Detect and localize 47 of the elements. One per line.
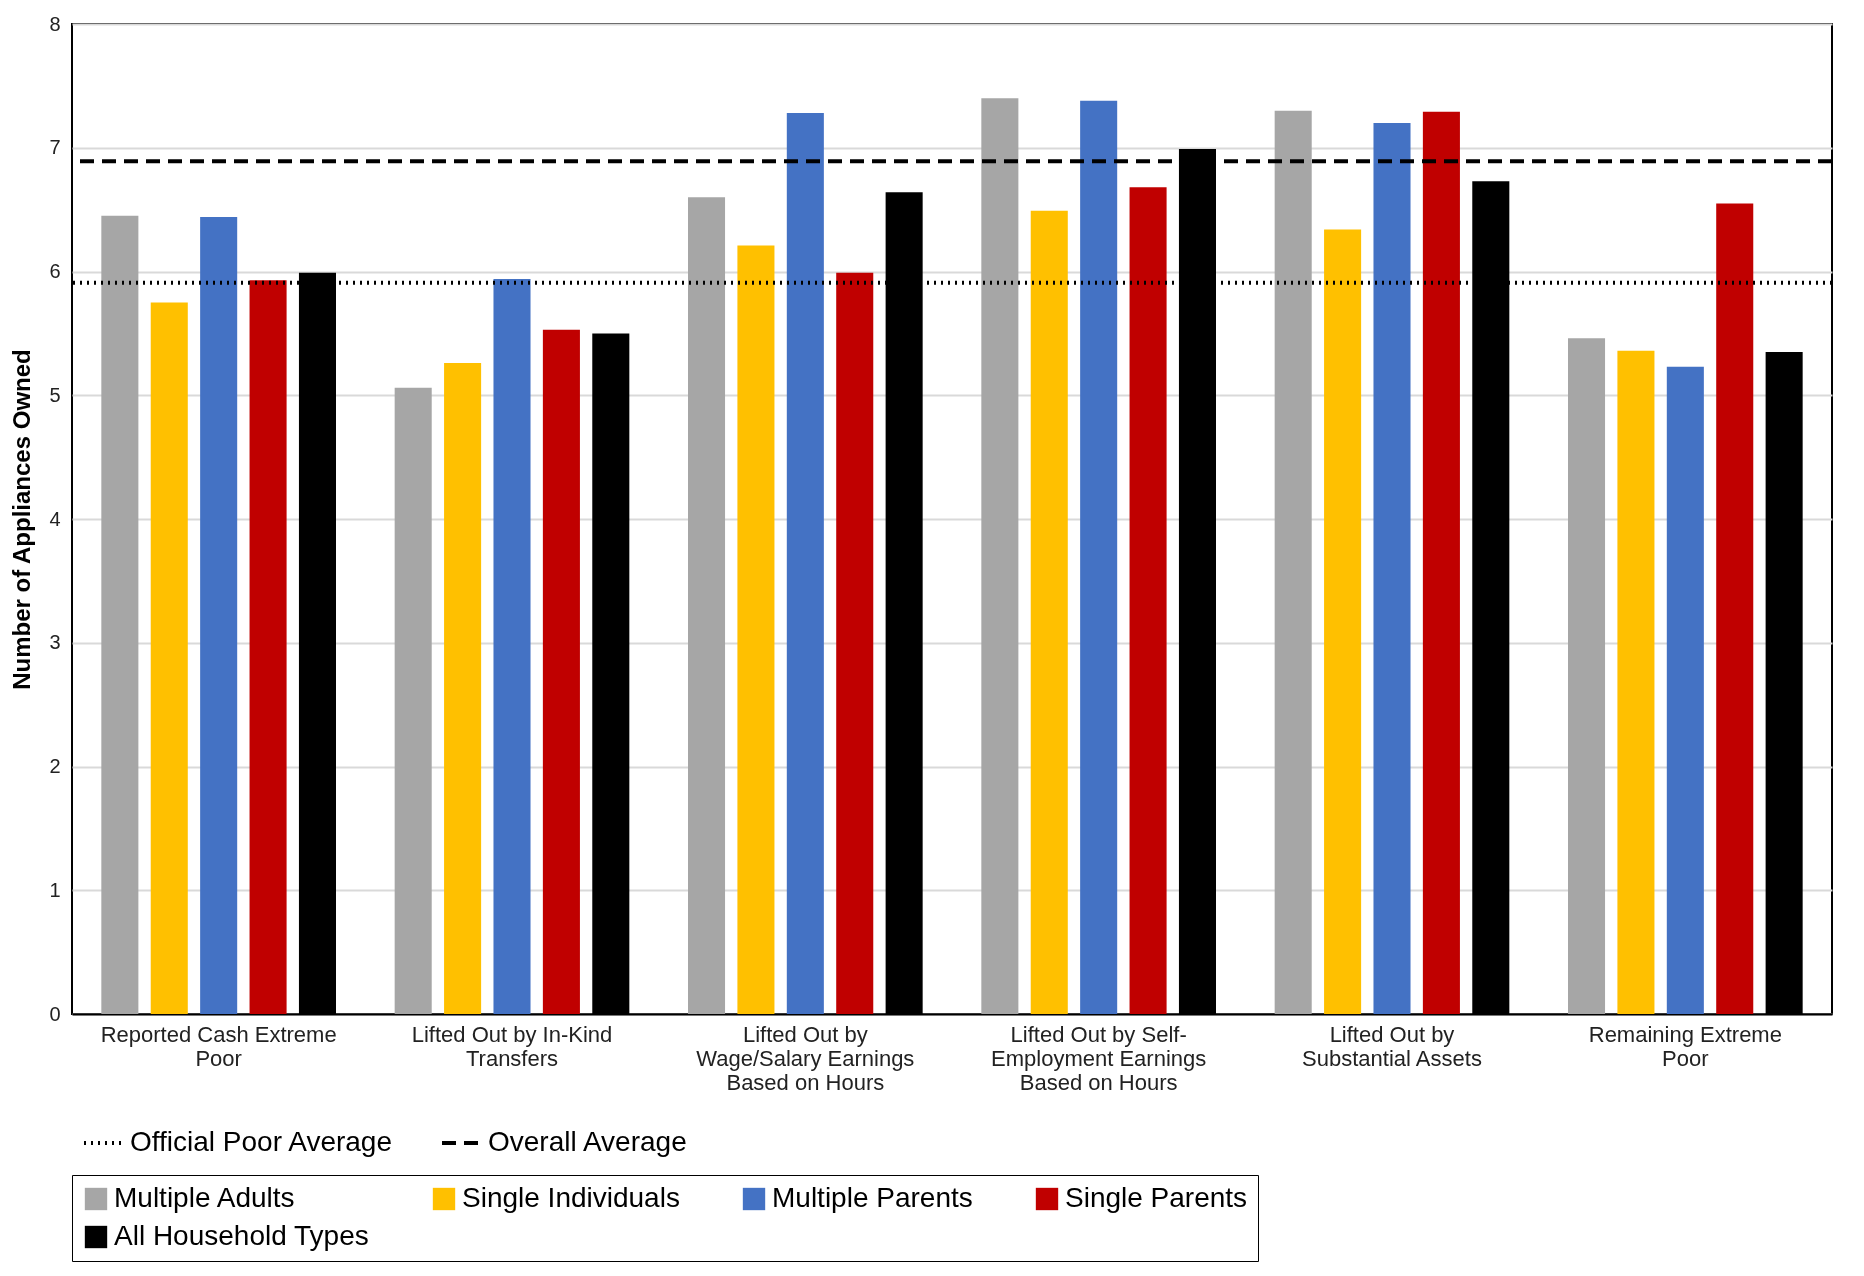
bar: [249, 280, 287, 1014]
y-axis-title: Number of Appliances Owned: [8, 349, 36, 690]
x-tick-label: Lifted Out by In-Kind Transfers: [411, 1021, 613, 1071]
bar: [1422, 111, 1460, 1014]
bar: [1129, 187, 1167, 1014]
x-tick-label: Reported Cash Extreme Poor: [100, 1021, 337, 1071]
y-tick-label: 2: [49, 755, 61, 777]
bar: [786, 113, 824, 1014]
legend-label: Multiple Adults: [114, 1182, 295, 1213]
y-tick-label: 8: [49, 12, 61, 35]
bar: [200, 217, 238, 1014]
bar: [737, 245, 775, 1014]
y-tick-label: 4: [49, 507, 61, 530]
legend-label: Overall Average: [488, 1126, 687, 1157]
bar: [444, 363, 482, 1014]
y-tick-label: 5: [49, 383, 61, 406]
y-tick-label: 0: [49, 1002, 61, 1025]
y-tick-label: 3: [49, 631, 61, 654]
x-tick-label: Lifted Out by Wage/Salary Earnings Based on Hours: [696, 1021, 915, 1095]
bar: [1617, 350, 1655, 1014]
y-tick-label: 6: [49, 260, 61, 282]
bar: [1324, 229, 1362, 1014]
bar: [150, 302, 188, 1014]
legend-label: Single Individuals: [462, 1182, 680, 1213]
bar: [836, 272, 874, 1014]
x-tick-label: Lifted Out by Substantial Assets: [1302, 1021, 1482, 1071]
bar: [1080, 100, 1118, 1014]
bar: [1666, 366, 1704, 1014]
legend-label: Multiple Parents: [772, 1182, 973, 1213]
x-tick-label: Lifted Out by Self-Employment Earnings Based on Hours: [991, 1021, 1207, 1095]
bar: [542, 329, 580, 1014]
bar: [394, 387, 432, 1014]
bar: [1274, 110, 1312, 1014]
bar: [1030, 210, 1068, 1014]
bar: [688, 197, 726, 1014]
legend-label: Official Poor Average: [130, 1126, 393, 1157]
y-tick-label: 7: [49, 136, 61, 159]
x-tick-label: Remaining Extreme Poor: [1588, 1021, 1782, 1071]
legend-label: Single Parents: [1065, 1182, 1248, 1213]
legend-label: All Household Types: [114, 1220, 369, 1251]
bar: [1373, 123, 1411, 1014]
bar: [981, 98, 1019, 1014]
bar: [1568, 338, 1606, 1014]
bar: [493, 278, 531, 1014]
bar: [101, 215, 139, 1014]
bar: [1716, 203, 1754, 1014]
y-tick-label: 1: [49, 878, 61, 901]
